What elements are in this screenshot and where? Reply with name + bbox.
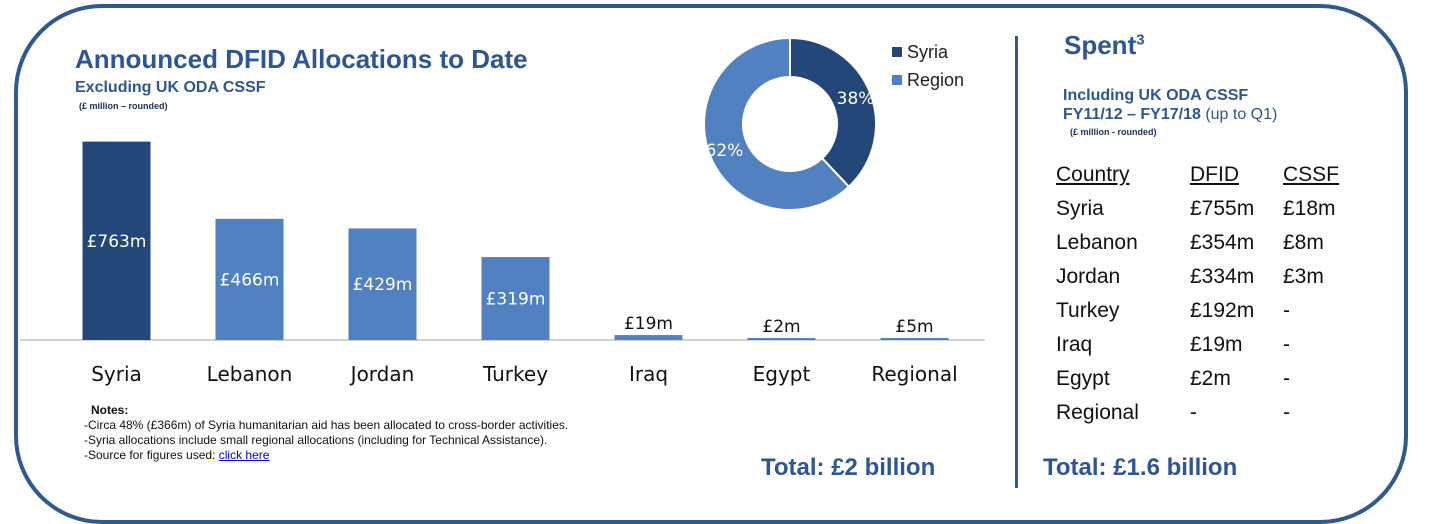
legend-label-region: Region (907, 69, 965, 90)
chart-subtitle: Excluding UK ODA CSSF (75, 79, 266, 96)
table-row: Iraq £19m - (1050, 328, 1343, 362)
chart-title: Announced DFID Allocations to Date (75, 44, 528, 74)
cell-dfid: £2m (1190, 367, 1231, 390)
cell-cssf: £18m (1283, 197, 1336, 220)
notes-block: Notes: -Circa 48% (£366m) of Syria human… (84, 403, 568, 463)
legend-swatch-region (892, 75, 902, 85)
category-label: Jordan (349, 362, 415, 386)
donut-value-label: 62% (706, 141, 744, 161)
cell-cssf: - (1283, 299, 1290, 322)
donut-legend: Syria Region (892, 38, 964, 94)
cell-dfid: £755m (1190, 197, 1255, 220)
spent-footnote-marker: 3 (1136, 31, 1145, 49)
cell-cssf: - (1283, 367, 1290, 390)
notes-title: Notes: (91, 403, 129, 417)
allocation-share-donut: 38% 62% (703, 36, 877, 211)
cell-country: Egypt (1056, 367, 1110, 390)
allocations-total: Total: £2 billion (761, 454, 936, 481)
bar-lebanon (215, 218, 284, 340)
cell-country: Iraq (1056, 333, 1093, 356)
table-row: Jordan £334m £3m (1050, 260, 1343, 294)
column-header-dfid: DFID (1190, 163, 1239, 186)
category-label: Turkey (482, 362, 548, 386)
cell-country: Lebanon (1056, 231, 1138, 254)
note-source-text: -Source for figures used: (84, 448, 219, 462)
spent-unit-note: (£ million - rounded) (1070, 127, 1157, 137)
bar-value-label: £429m (353, 275, 413, 295)
bar-egypt (747, 338, 816, 340)
cell-dfid: £354m (1190, 231, 1255, 254)
spent-period-years: FY11/12 – FY17/18 (1063, 106, 1201, 123)
legend-label-syria: Syria (907, 41, 949, 62)
category-label: Syria (91, 362, 142, 386)
cell-country: Jordan (1056, 265, 1121, 288)
cell-dfid: £192m (1190, 299, 1255, 322)
legend-item-syria: Syria (892, 38, 964, 66)
category-label: Lebanon (207, 362, 293, 386)
bar-regional (880, 338, 949, 340)
table-header-row: Country DFID CSSF (1050, 158, 1343, 192)
source-link[interactable]: click here (218, 448, 270, 462)
spent-title: Spent3 (1064, 30, 1145, 61)
table-row: Regional - - (1050, 396, 1343, 430)
legend-swatch-syria (892, 47, 902, 57)
chart-unit-note: (£ million – rounded) (79, 101, 168, 111)
cell-dfid: - (1190, 401, 1197, 424)
spent-total: Total: £1.6 billion (1043, 454, 1238, 481)
bar-iraq (614, 335, 683, 340)
donut-slice-syria (789, 36, 877, 189)
spent-period: FY11/12 – FY17/18 (up to Q1) (1063, 106, 1277, 124)
bar-syria (82, 141, 151, 340)
note-line: -Source for figures used: click here (84, 448, 568, 463)
category-label: Egypt (753, 362, 811, 386)
bar-value-label: £763m (87, 232, 147, 252)
spent-title-text: Spent (1064, 30, 1137, 60)
bar-turkey (481, 257, 550, 340)
bar-value-label: £319m (486, 290, 546, 310)
bar-value-label: £5m (895, 317, 933, 337)
cell-dfid: £19m (1190, 333, 1243, 356)
bar-value-label: £19m (624, 314, 673, 334)
table-row: Syria £755m £18m (1050, 192, 1343, 226)
cell-cssf: - (1283, 333, 1290, 356)
spent-table: Country DFID CSSF Syria £755m £18m Lebanon… (1050, 158, 1343, 430)
table-row: Egypt £2m - (1050, 362, 1343, 396)
legend-item-region: Region (892, 66, 964, 94)
panel-divider (1015, 36, 1018, 488)
cell-dfid: £334m (1190, 265, 1255, 288)
donut-value-label: 38% (837, 89, 875, 109)
bar-value-label: £2m (762, 317, 800, 337)
column-header-cssf: CSSF (1283, 163, 1340, 186)
cell-cssf: - (1283, 401, 1290, 424)
bar-jordan (348, 228, 417, 340)
spent-period-note: (up to Q1) (1200, 106, 1278, 123)
column-header-country: Country (1056, 163, 1130, 186)
cell-country: Turkey (1056, 299, 1120, 322)
category-label: Iraq (629, 362, 668, 386)
cell-cssf: £3m (1283, 265, 1324, 288)
table-row: Turkey £192m - (1050, 294, 1343, 328)
table-row: Lebanon £354m £8m (1050, 226, 1343, 260)
cell-country: Regional (1056, 401, 1139, 424)
donut-slice-region (703, 36, 851, 211)
bar-value-label: £466m (220, 270, 280, 290)
note-line: -Circa 48% (£366m) of Syria humanitarian… (84, 418, 569, 432)
cell-cssf: £8m (1283, 231, 1324, 254)
note-line: -Syria allocations include small regiona… (84, 433, 548, 447)
cell-country: Syria (1056, 197, 1104, 220)
spent-subtitle: Including UK ODA CSSF (1063, 87, 1249, 104)
category-label: Regional (871, 362, 957, 386)
allocations-bar-chart: £763m Syria £466m Lebanon £429m Jordan £319m Tu… (20, 141, 985, 386)
